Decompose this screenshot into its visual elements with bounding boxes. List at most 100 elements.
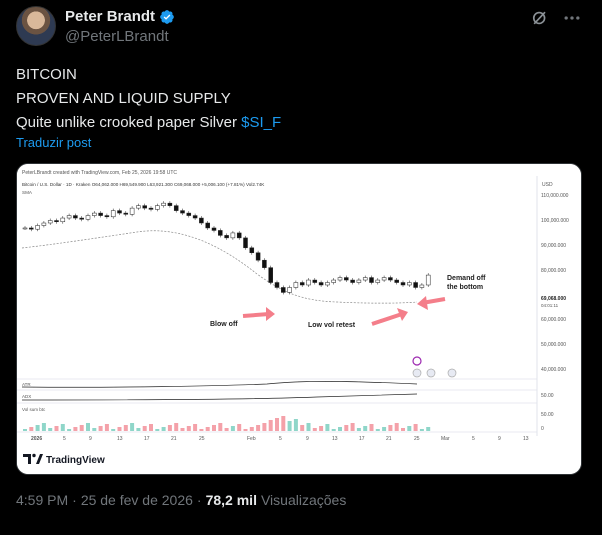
x-tick: 17 [144, 436, 150, 442]
volume-bar [149, 424, 153, 431]
candle-body [104, 215, 110, 218]
tweet-actions-top [530, 8, 582, 28]
volume-bar [237, 424, 242, 431]
candle-body [255, 252, 261, 261]
candle-body [85, 215, 91, 220]
volume-bar [199, 429, 204, 431]
translate-link[interactable]: Traduzir post [16, 135, 92, 150]
avatar[interactable] [16, 6, 56, 46]
volume-bar [23, 429, 27, 431]
candles [22, 201, 431, 295]
candle-body [274, 282, 280, 288]
volume-bar [413, 424, 418, 431]
candle-body [381, 277, 387, 281]
x-tick: 13 [332, 436, 338, 442]
arrowhead [417, 296, 428, 310]
x-tick: Mar [441, 436, 450, 442]
volume-bars [23, 416, 431, 431]
chart-created-with: PeterLBrandt created with TradingView.co… [22, 170, 177, 176]
meta-sep: · [72, 492, 77, 508]
volume-bar [161, 427, 166, 431]
sma-line [21, 230, 418, 304]
candle-body [224, 235, 229, 239]
name-row: Peter Brandt [65, 8, 175, 25]
candle-body [318, 282, 324, 286]
candle-body [407, 282, 412, 286]
annotation-demand: Demand off [447, 275, 486, 282]
volume-bar [111, 429, 116, 431]
chart-ma-label: SMA [22, 190, 33, 195]
candle-body [236, 232, 242, 239]
chart-symbol-line: Bitcoin / U.S. Dollar · 1D · Kraken O64,… [22, 182, 265, 187]
volume-bar [243, 429, 248, 431]
candle-body [419, 284, 425, 288]
views-count: 78,2 mil [205, 492, 257, 508]
volume-bar [281, 416, 286, 431]
volume-bar [98, 426, 103, 431]
annotation-low-vol: Low vol retest [308, 322, 356, 329]
more-icon[interactable] [562, 8, 582, 28]
volume-bar [319, 426, 324, 431]
volume-bar [224, 428, 229, 431]
candle-body [98, 212, 103, 216]
candle-body [155, 205, 160, 210]
volume-bar [369, 424, 374, 431]
arrow-low-vol [371, 312, 403, 326]
volume-bar [344, 425, 349, 431]
cashtag-link[interactable]: $SI_F [241, 114, 282, 131]
candle-body [192, 215, 198, 219]
candle-body [47, 220, 53, 224]
annotation-blow-off: Blow off [210, 321, 238, 328]
candle-body [331, 279, 336, 283]
verified-badge-icon [160, 9, 174, 24]
candle-body [73, 215, 78, 219]
indicator-tick: 0 [541, 426, 544, 432]
candle-body [299, 282, 305, 286]
price-tick: 90,000.000 [541, 243, 566, 249]
arrowhead [266, 307, 275, 321]
price-tick: 40,000.000 [541, 367, 566, 373]
candle-body [129, 207, 135, 215]
author-name[interactable]: Peter Brandt [65, 8, 156, 25]
candle-body [388, 277, 393, 281]
volume-bar [186, 426, 191, 431]
volume-bar [205, 427, 210, 431]
candle-body [110, 210, 116, 218]
tweet-text: BITCOIN PROVEN AND LIQUID SUPPLY Quite u… [16, 63, 576, 135]
candle-body [281, 287, 286, 293]
candle-body [142, 205, 147, 209]
volume-bar [382, 427, 387, 431]
volume-bar [117, 427, 122, 431]
candle-body [394, 279, 399, 283]
volume-bar [262, 423, 267, 431]
volume-bar [73, 427, 78, 431]
tv-logo-slash [36, 454, 43, 464]
candle-body [54, 220, 59, 223]
x-tick: Feb [247, 436, 256, 442]
volume-bar [155, 429, 160, 431]
chart-image[interactable]: PeterLBrandt created with TradingView.co… [16, 163, 582, 475]
volume-bar [79, 425, 84, 431]
atr-label: ATR [22, 382, 31, 387]
x-tick: 25 [414, 436, 420, 442]
x-tick: 5 [63, 436, 66, 442]
candle-body [325, 282, 330, 286]
volume-bar [419, 429, 424, 431]
candle-body [199, 217, 204, 224]
volume-bar [54, 426, 59, 431]
slash-circle-icon[interactable] [530, 8, 550, 28]
tweet-time[interactable]: 4:59 PM [16, 492, 69, 508]
tweet-date[interactable]: 25 de fev de 2026 [80, 492, 193, 508]
chart-svg: PeterLBrandt created with TradingView.co… [17, 164, 581, 474]
volume-bar [167, 425, 172, 431]
author-handle[interactable]: @PeterLBrandt [65, 28, 169, 45]
volume-bar [350, 423, 355, 431]
meta-sep: · [196, 492, 202, 508]
volume-bar [212, 425, 216, 431]
volume-bar [86, 423, 90, 431]
candle-body [230, 232, 236, 239]
volume-bar [130, 423, 135, 431]
price-tick: 110,000.000 [541, 193, 569, 199]
volume-bar [136, 428, 141, 431]
x-tick: 17 [359, 436, 365, 442]
